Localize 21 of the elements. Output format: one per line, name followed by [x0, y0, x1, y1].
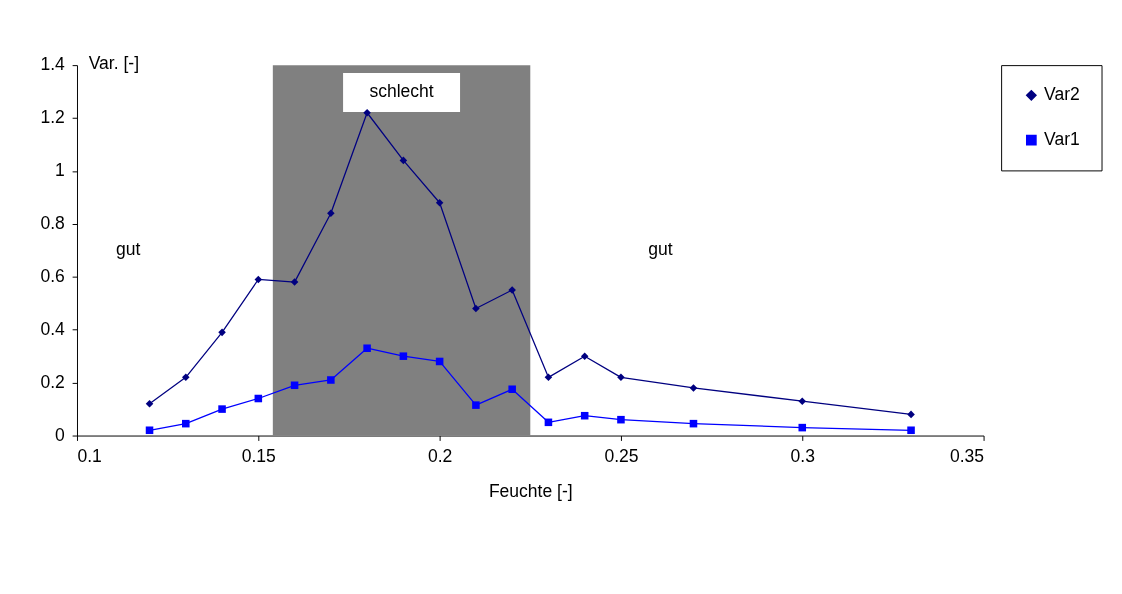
y-tick-label: 0.6	[40, 266, 65, 287]
x-tick-label: 0.25	[604, 446, 639, 467]
y-tick-label: 0	[55, 424, 66, 445]
legend-label: Var1	[1044, 129, 1080, 150]
annotation: gut	[648, 239, 673, 260]
y-tick-label: 0.8	[40, 213, 65, 234]
x-tick-label: 0.3	[790, 446, 815, 467]
x-tick-label: 0.15	[241, 446, 277, 467]
y-tick-label: 1.2	[40, 107, 65, 128]
y-tick-label: 1.4	[40, 54, 66, 75]
y-tick-label: 0.2	[40, 372, 65, 392]
band-label: schlecht	[369, 81, 434, 102]
x-tick-label: 0.2	[427, 446, 453, 467]
y-tick-label: 0.4	[40, 319, 66, 340]
y-axis-title: Var. [-]	[88, 53, 140, 74]
y-tick-label: 1	[55, 160, 65, 181]
x-tick-label: 0.35	[949, 446, 985, 467]
x-axis-title: Feuchte [-]	[488, 481, 573, 502]
annotation: gut	[116, 239, 141, 260]
x-tick-label: 0.1	[77, 446, 102, 467]
legend-label: Var2	[1044, 84, 1080, 105]
